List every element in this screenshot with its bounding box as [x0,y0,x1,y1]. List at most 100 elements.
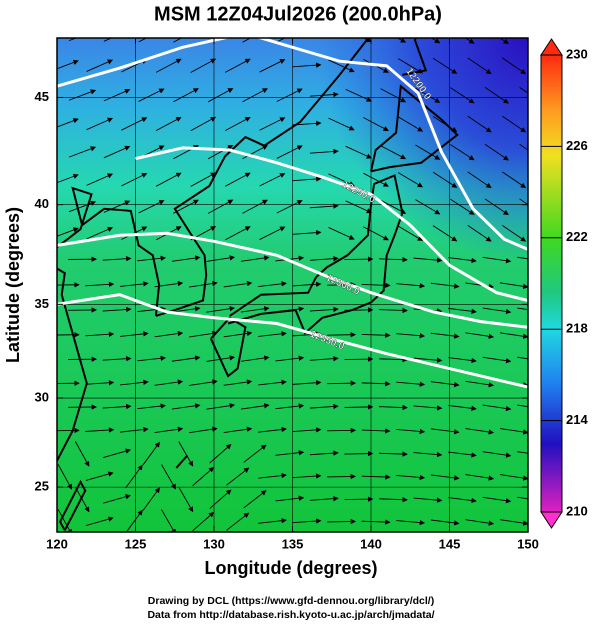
colorbar-extend-bottom [540,511,563,529]
streamline [345,145,372,159]
streamline [517,307,528,311]
streamline [415,144,441,160]
streamline [57,173,79,184]
streamline [171,355,201,362]
contour-line [57,38,528,251]
streamline [292,281,322,287]
streamline [223,379,253,386]
streamline [344,404,374,410]
streamline [292,518,322,524]
streamline [173,88,199,103]
streamline [258,379,287,386]
streamline [189,379,218,386]
y-tick-label: 35 [35,296,49,311]
streamline [465,380,495,388]
streamline [430,332,460,339]
streamline [206,255,236,262]
streamline [378,404,408,411]
axes: 120 125 130 135 140 145 150 25 30 35 40 45 [35,38,539,551]
streamline [465,474,495,481]
streamline [190,58,217,73]
streamline [86,117,114,131]
streamline [448,497,477,504]
streamline [328,117,355,131]
streamline [378,496,408,503]
streamline [258,472,287,479]
streamline [413,451,443,458]
streamline [137,355,167,362]
footer-line: Drawing by DCL (https://www.gfd-dennou.o… [148,595,434,607]
streamline [519,86,528,94]
streamline [328,173,355,187]
streamline [397,172,424,188]
streamline [361,474,391,480]
streamline [397,58,424,74]
streamline [517,451,528,454]
streamline [292,229,322,236]
streamline [465,332,495,339]
streamline [190,172,217,187]
streamline [68,146,97,158]
streamline [482,256,512,264]
y-axis-label: Latitude (degrees) [3,207,23,363]
streamline [275,355,305,362]
streamline [292,62,322,68]
streamline [309,403,339,410]
streamline [465,519,495,526]
streamline [432,57,458,74]
streamline [499,519,528,526]
streamline [432,225,458,242]
streamline [68,89,97,101]
streamline [223,330,253,338]
streamline [86,226,114,240]
streamline [484,87,509,104]
streamline [430,519,460,526]
streamline [85,516,114,526]
colorbar-tick-label: 230 [566,46,588,61]
streamline [171,403,201,410]
colorbar-tick-label: 222 [566,229,588,244]
streamline [378,451,408,457]
streamline [240,355,270,362]
streamline [378,356,408,363]
streamline [292,176,322,182]
streamline [309,306,339,313]
streamline [380,145,407,160]
streamline [243,444,267,463]
streamline [178,441,194,467]
streamline [242,88,268,103]
streamline [207,88,234,103]
streamline [517,496,528,500]
streamline [327,427,357,434]
streamline [137,255,167,262]
streamline [396,333,426,339]
streamline [467,225,492,242]
streamline [448,451,477,458]
streamline [275,495,305,502]
streamline [484,143,509,161]
streamline [309,255,339,262]
streamline [396,428,426,435]
streamline [189,280,218,288]
streamline [171,306,201,313]
streamline [103,494,131,504]
streamline [327,473,357,480]
streamline [275,449,305,456]
contour-line [135,146,528,302]
streamline [155,117,182,131]
streamline [138,38,148,43]
streamline [396,283,426,289]
streamline [467,115,492,133]
streamline [138,88,165,102]
contour-line [57,293,528,389]
streamline [499,474,528,481]
y-tick-label: 25 [35,479,49,494]
streamline [344,356,374,362]
streamline [155,58,182,73]
streamline [102,306,132,313]
streamline [258,517,287,524]
streamline [142,487,160,511]
streamline [482,356,512,364]
streamline [154,379,184,386]
streamline [430,282,460,289]
